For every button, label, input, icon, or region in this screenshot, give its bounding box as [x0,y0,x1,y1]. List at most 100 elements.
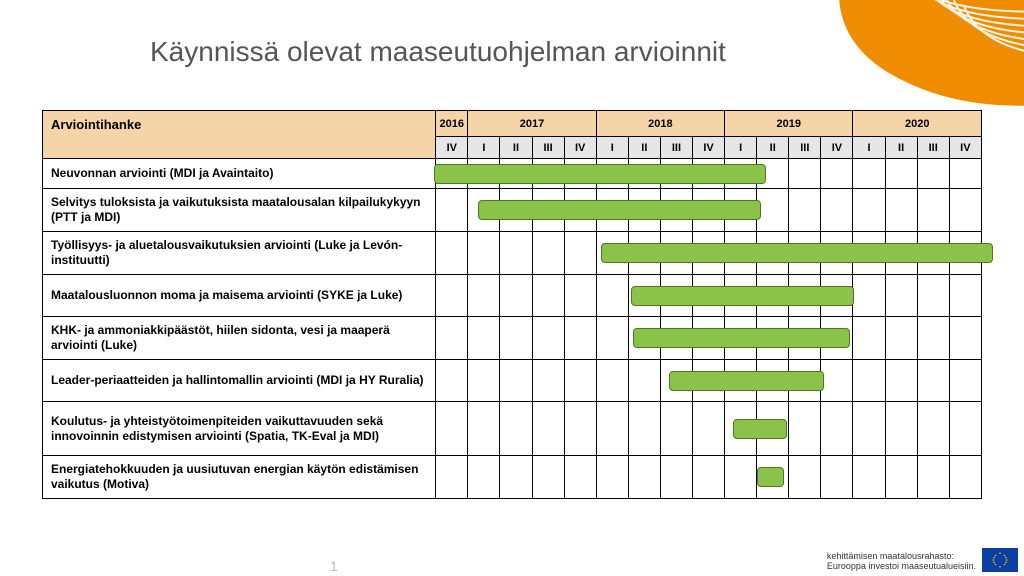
gantt-cell [949,275,981,317]
column-header-quarter: IV [693,137,725,159]
gantt-cell [821,317,853,360]
gantt-cell [757,317,789,360]
gantt-cell [660,360,692,402]
gantt-cell [853,402,885,456]
gantt-cell [693,159,725,189]
column-header-year: 2019 [725,111,853,137]
footer-text: kehittämisen maatalousrahasto: Eurooppa … [827,552,976,572]
gantt-cell [660,189,692,232]
gantt-cell [564,232,596,275]
gantt-cell [500,456,532,499]
gantt-cell [596,159,628,189]
gantt-bar [757,467,784,487]
gantt-cell [500,360,532,402]
gantt-cell [532,317,564,360]
gantt-cell [564,317,596,360]
gantt-cell [917,402,949,456]
eu-flag-icon [982,548,1018,572]
gantt-cell [532,189,564,232]
table-row: Maatalousluonnon moma ja maisema arvioin… [43,275,982,317]
gantt-cell [789,317,821,360]
gantt-cell [757,275,789,317]
gantt-cell [885,159,917,189]
column-header-quarter: IV [564,137,596,159]
gantt-cell [821,360,853,402]
column-header-quarter: II [885,137,917,159]
gantt-cell [821,189,853,232]
gantt-cell [789,456,821,499]
gantt-cell [436,189,468,232]
column-header-quarter: III [660,137,692,159]
gantt-cell [693,189,725,232]
row-label: Maatalousluonnon moma ja maisema arvioin… [43,275,436,317]
gantt-cell [789,402,821,456]
gantt-cell [436,275,468,317]
gantt-cell [564,275,596,317]
column-header-quarter: IV [436,137,468,159]
gantt-cell [468,402,500,456]
gantt-cell [564,456,596,499]
gantt-cell [660,317,692,360]
gantt-cell [468,275,500,317]
column-header-quarter: II [757,137,789,159]
gantt-cell [949,456,981,499]
column-header-quarter: II [500,137,532,159]
gantt-cell [596,275,628,317]
gantt-cell [725,402,757,456]
table-row: Neuvonnan arviointi (MDI ja Avaintaito) [43,159,982,189]
page-number: 1 [330,558,338,574]
row-label: Neuvonnan arviointi (MDI ja Avaintaito) [43,159,436,189]
gantt-cell [885,317,917,360]
gantt-cell [532,456,564,499]
gantt-cell [725,189,757,232]
column-header-quarter: I [853,137,885,159]
gantt-cell [853,232,885,275]
gantt-cell [757,232,789,275]
table-row: Energiatehokkuuden ja uusiutuvan energia… [43,456,982,499]
column-header-quarter: IV [821,137,853,159]
gantt-cell [885,189,917,232]
gantt-cell [853,159,885,189]
gantt-cell [500,159,532,189]
gantt-cell [628,232,660,275]
gantt-cell [468,159,500,189]
gantt-cell [468,317,500,360]
gantt-cell [532,275,564,317]
table-header: Arviointihanke20162017201820192020 IVIII… [43,111,982,159]
gantt-cell [564,159,596,189]
gantt-cell [693,402,725,456]
gantt-cell [660,232,692,275]
gantt-cell [885,232,917,275]
gantt-cell [693,232,725,275]
gantt-cell [917,159,949,189]
gantt-cell [789,159,821,189]
gantt-cell [725,456,757,499]
gantt-cell [821,402,853,456]
gantt-cell [532,232,564,275]
gantt-cell [949,402,981,456]
column-header-quarter: IV [949,137,981,159]
gantt-cell [500,402,532,456]
gantt-cell [821,275,853,317]
gantt-cell [436,402,468,456]
gantt-cell [949,189,981,232]
gantt-cell [949,232,981,275]
gantt-cell [853,189,885,232]
gantt-cell [628,189,660,232]
row-label: Koulutus- ja yhteistyötoimenpiteiden vai… [43,402,436,456]
gantt-cell [532,159,564,189]
gantt-cell [596,402,628,456]
gantt-cell [725,232,757,275]
gantt-cell [949,360,981,402]
gantt-cell [596,456,628,499]
gantt-cell [853,360,885,402]
gantt-cell [757,402,789,456]
gantt-cell [789,360,821,402]
gantt-cell [917,232,949,275]
column-header-year: 2018 [596,111,724,137]
gantt-cell [821,159,853,189]
gantt-cell [564,189,596,232]
gantt-cell [885,402,917,456]
gantt-cell [725,360,757,402]
gantt-cell [596,360,628,402]
